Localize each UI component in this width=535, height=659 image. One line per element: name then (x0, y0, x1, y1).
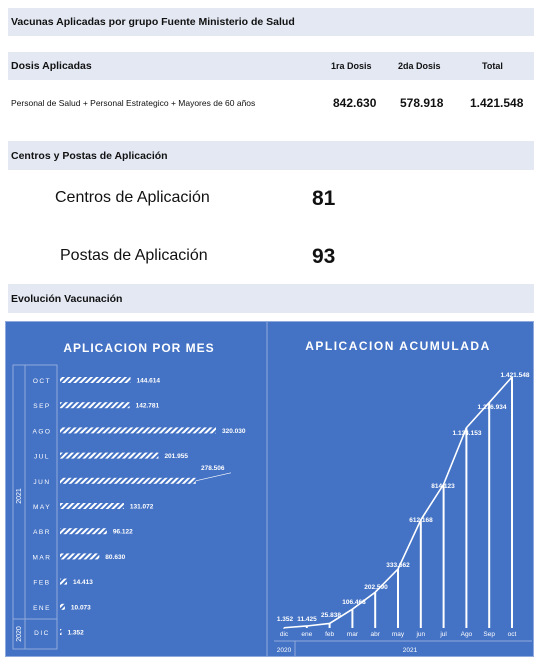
col-header-first-dose: 1ra Dosis (331, 61, 372, 71)
col-header-total: Total (482, 61, 503, 71)
second-dose-value: 578.918 (400, 96, 444, 110)
monthly-data-label: 142.781 (136, 403, 160, 410)
cumulative-tick-label: Sep (483, 631, 495, 638)
monthly-axis-box (12, 364, 58, 650)
total-dose-value: 1.421.548 (470, 96, 524, 110)
monthly-tick-label: SEP (33, 403, 51, 410)
cumulative-tick-label: Ago (461, 631, 473, 638)
cumulative-data-label: 612.168 (409, 517, 433, 524)
cumulative-bar (374, 592, 377, 628)
cumulative-bar (283, 627, 285, 629)
cumulative-tick-label: ene (301, 631, 312, 638)
cumulative-data-label: 1.421.548 (501, 372, 530, 379)
doses-section-label: Dosis Aplicadas (11, 60, 92, 72)
cumulative-bar (488, 402, 491, 628)
monthly-year-label-2020: 2020 (16, 626, 23, 642)
evolution-section-label: Evolución Vacunación (11, 292, 123, 305)
col-header-second-dose: 2da Dosis (398, 61, 441, 71)
cumulative-data-label: 333.662 (386, 562, 410, 569)
doses-row-label: Personal de Salud + Personal Estrategico… (11, 98, 256, 108)
centers-section-label: Centros y Postas de Aplicación (11, 149, 168, 162)
monthly-bar (60, 427, 216, 434)
cumulative-tick-label: oct (508, 631, 517, 638)
page-title-text: Vacunas Aplicadas por grupo Fuente Minis… (11, 16, 295, 28)
monthly-bar (60, 603, 65, 610)
monthly-tick-label: MAY (33, 504, 51, 511)
cumulative-tick-label: dic (280, 631, 289, 638)
monthly-bar (60, 553, 100, 560)
monthly-tick-label: JUL (34, 454, 50, 461)
monthly-tick-label: DIC (34, 630, 50, 637)
cumulative-data-label: 11.425 (297, 616, 317, 623)
monthly-bar (60, 503, 124, 509)
cumulative-bar (328, 623, 331, 628)
cumulative-data-label: 1.276.934 (478, 404, 507, 411)
monthly-data-label: 1.352 (68, 630, 85, 637)
cumulative-bar (419, 519, 422, 628)
cumulative-year-label-2020: 2020 (277, 647, 292, 654)
monthly-data-label: 14.413 (73, 579, 93, 586)
monthly-bar (60, 477, 196, 484)
first-dose-value: 842.630 (333, 96, 377, 110)
postas-value: 93 (312, 245, 336, 268)
cumulative-tick-label: jul (439, 631, 447, 638)
monthly-tick-label: MAR (33, 554, 52, 561)
monthly-bar (60, 629, 62, 635)
monthly-tick-label: AGO (33, 428, 52, 435)
cumulative-trend-line (283, 376, 513, 629)
cumulative-bar (397, 569, 399, 628)
panel-frame (5, 321, 534, 657)
cumulative-data-label: 1.134.153 (453, 430, 482, 437)
charts-svg: APLICACION POR MES 2021 2020 OCT 144.614 SEP 1… (5, 321, 534, 657)
cumulative-data-label: 814.123 (431, 483, 455, 490)
monthly-data-label: 131.072 (130, 504, 154, 511)
monthly-bar (60, 402, 130, 409)
cumulative-bar (351, 609, 354, 628)
monthly-callout-line (195, 472, 232, 482)
monthly-bar (60, 377, 131, 383)
postas-label: Postas de Aplicación (60, 247, 208, 264)
cumulative-bar (465, 427, 468, 628)
cumulative-tick-label: jun (415, 631, 425, 638)
monthly-bar (60, 452, 159, 459)
centers-header-band: Centros y Postas de Aplicación (8, 141, 534, 170)
monthly-bar (60, 528, 107, 535)
cumulative-data-label: 25.838 (321, 612, 341, 619)
cumulative-bar (442, 484, 445, 628)
monthly-tick-label: JUN (33, 479, 50, 486)
centros-value: 81 (312, 187, 336, 210)
monthly-tick-label: ABR (33, 529, 51, 536)
monthly-data-label: 201.955 (164, 453, 188, 460)
evolution-header-band: Evolución Vacunación (8, 284, 534, 313)
cumulative-bar (511, 377, 513, 628)
monthly-tick-label: FEB (33, 580, 50, 587)
doses-header-band: Dosis Aplicadas (8, 52, 534, 80)
monthly-year-label-2021: 2021 (16, 488, 23, 504)
monthly-tick-label: OCT (33, 378, 51, 385)
monthly-data-label: 80.630 (105, 554, 125, 561)
cumulative-tick-label: abr (370, 631, 380, 638)
monthly-data-label: 10.073 (71, 604, 91, 611)
cumulative-bar (305, 625, 308, 628)
monthly-data-label: 96.122 (113, 529, 133, 536)
cumulative-tick-label: feb (325, 631, 334, 638)
cumulative-year-label-2021: 2021 (403, 647, 418, 654)
cumulative-chart-title: APLICACION ACUMULADA (305, 339, 491, 353)
vaccination-charts-panel: APLICACION POR MES 2021 2020 OCT 144.614 SEP 1… (5, 321, 534, 657)
monthly-data-label: 278.506 (201, 465, 225, 472)
monthly-bar (60, 578, 68, 585)
monthly-chart-title: APLICACION POR MES (63, 341, 214, 355)
cumulative-data-label: 1.352 (277, 616, 294, 623)
monthly-data-label: 144.614 (136, 378, 160, 385)
cumulative-data-label: 106.468 (342, 599, 366, 606)
page-title: Vacunas Aplicadas por grupo Fuente Minis… (8, 8, 534, 36)
monthly-tick-label: ENE (33, 605, 51, 612)
centros-label: Centros de Aplicación (55, 189, 210, 206)
monthly-data-label: 320.030 (222, 428, 246, 435)
cumulative-tick-label: may (392, 631, 405, 638)
cumulative-tick-label: mar (347, 631, 359, 638)
cumulative-data-label: 202.590 (364, 584, 388, 591)
